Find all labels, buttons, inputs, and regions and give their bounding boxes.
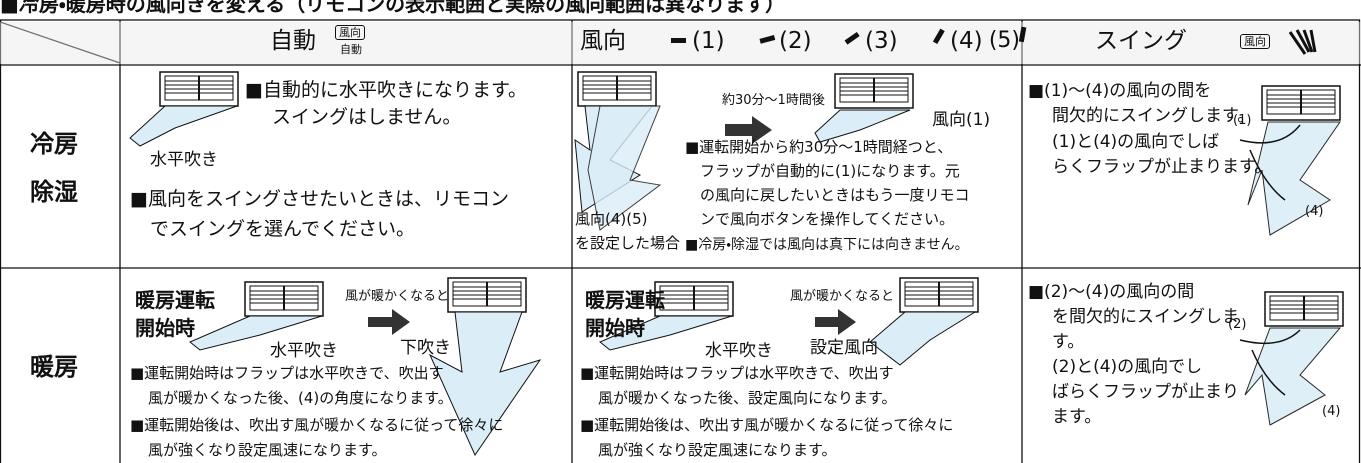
text-line: 風が暖かくなった後、設定風向になります。 bbox=[598, 389, 897, 407]
text-line: スイングはしません。 bbox=[272, 106, 462, 128]
text-line: 風が強くなり設定風速になります。 bbox=[148, 441, 387, 459]
wind-arrow bbox=[129, 105, 238, 147]
caption: 水平吹き bbox=[150, 150, 218, 170]
caption: 開始時 bbox=[585, 316, 645, 340]
arrow bbox=[368, 309, 410, 335]
ac-unit bbox=[159, 71, 239, 107]
arrow bbox=[815, 309, 856, 335]
caption: 設定風向 bbox=[810, 338, 878, 358]
text-line: ■運転開始後は、吹出す風が暖かくなるに従って徐々に bbox=[580, 416, 954, 434]
text-line: でスイングを選んでください。 bbox=[150, 218, 416, 240]
row-label: 除湿 bbox=[30, 178, 78, 206]
text-line: ■運転開始後は、吹出す風が暖かくなるに従って徐々に bbox=[130, 416, 504, 434]
ac-unit bbox=[244, 281, 324, 317]
label: (1) bbox=[1233, 113, 1252, 128]
wind-arrow bbox=[587, 105, 662, 231]
column-header: 風向 bbox=[580, 28, 626, 54]
option: (5) bbox=[988, 28, 1020, 53]
text-line: らくフラップが止まります。 bbox=[1052, 157, 1272, 177]
text-line: を間欠的にスイングしま bbox=[1052, 307, 1239, 327]
text-line: (1)と(4)の風向でしば bbox=[1052, 132, 1220, 152]
caption: を設定した場合 bbox=[575, 234, 681, 252]
wind-arrow bbox=[814, 109, 911, 143]
ac-unit bbox=[577, 71, 657, 107]
option: (1) bbox=[692, 28, 725, 54]
table-grid bbox=[0, 19, 1361, 463]
row-label: 暖房 bbox=[30, 353, 78, 381]
text-line: ます。 bbox=[1052, 407, 1102, 427]
text-line: ■自動的に水平吹きになります。 bbox=[245, 79, 528, 101]
label: (4) bbox=[1322, 404, 1341, 419]
caption: 下吹き bbox=[400, 338, 451, 358]
ac-unit bbox=[899, 277, 979, 313]
text-line: 風が強くなり設定風速になります。 bbox=[598, 441, 837, 459]
caption: 暖房運転 bbox=[585, 288, 665, 312]
page-title: ■冷房・暖房時の風向きを変える（リモコンの表示範囲と実際の風向範囲は異なります） bbox=[0, 0, 786, 16]
option: (3) bbox=[865, 28, 898, 54]
text-line: (2)と(4)の風向でし bbox=[1052, 357, 1203, 377]
text-line: ■風向をスイングさせたいときは、リモコン bbox=[130, 188, 509, 210]
flap-icons bbox=[671, 26, 1317, 55]
wind-arrow bbox=[1247, 121, 1341, 236]
caption: 風向(4)(5) bbox=[575, 210, 648, 228]
ac-unit bbox=[654, 281, 734, 317]
wind-arrow bbox=[1244, 327, 1342, 426]
text-line: ばらくフラップが止まり bbox=[1052, 382, 1239, 402]
text-line: ンで風向ボタンを操作してください。 bbox=[700, 210, 955, 228]
swing-arc bbox=[1239, 124, 1301, 201]
arrow bbox=[725, 116, 772, 144]
ac-unit bbox=[834, 73, 914, 109]
option: (4) bbox=[950, 28, 983, 54]
caption: 風が暖かくなると bbox=[345, 289, 450, 304]
wind-arrow bbox=[599, 315, 733, 351]
wind-arrow bbox=[428, 311, 542, 457]
text-line: ■(2)〜(4)の風向の間 bbox=[1028, 282, 1195, 302]
option: (2) bbox=[779, 28, 812, 54]
ac-unit bbox=[1264, 291, 1344, 327]
column-header: 自動 bbox=[270, 28, 316, 54]
label: (4) bbox=[1305, 204, 1324, 219]
badge: 風向 bbox=[1240, 34, 1270, 49]
caption: 開始時 bbox=[135, 316, 195, 340]
label: (2) bbox=[1228, 317, 1247, 332]
caption: 水平吹き bbox=[270, 341, 338, 361]
caption: 水平吹き bbox=[705, 341, 773, 361]
text-line: ■冷房・除湿では風向は真下には向きません。 bbox=[685, 237, 969, 253]
text-line: す。 bbox=[1052, 332, 1085, 352]
caption: 風向(1) bbox=[932, 110, 991, 130]
text-line: 間欠的にスイングします。 bbox=[1052, 106, 1255, 126]
caption: 約30分〜1時間後 bbox=[722, 93, 825, 108]
text-line: ■運転開始時はフラップは水平吹きで、吹出す bbox=[130, 364, 444, 382]
text-line: フラップが自動的に(1)になります。元 bbox=[700, 162, 960, 180]
ac-unit bbox=[447, 277, 527, 313]
column-header: スイング bbox=[1095, 28, 1187, 54]
row-label: 冷房 bbox=[30, 130, 78, 158]
caption: 風が暖かくなると bbox=[790, 289, 895, 304]
text-line: ■(1)〜(4)の風向の間を bbox=[1028, 81, 1212, 101]
badge: 風向 bbox=[335, 25, 365, 40]
swing-arc bbox=[1239, 329, 1301, 396]
text-line: 風が暖かくなった後、(4)の角度になります。 bbox=[148, 389, 453, 407]
text-line: ■運転開始時はフラップは水平吹きで、吹出す bbox=[580, 364, 894, 382]
text-line: の風向に戻したいときはもう一度リモコ bbox=[700, 186, 970, 204]
caption: 暖房運転 bbox=[135, 288, 215, 312]
ac-unit bbox=[1261, 85, 1341, 121]
text-line: ■運転開始から約30分〜1時間経つと、 bbox=[685, 138, 953, 156]
wind-arrow bbox=[189, 315, 323, 351]
wind-arrow bbox=[869, 311, 977, 366]
badge-sub: 自動 bbox=[340, 43, 362, 56]
